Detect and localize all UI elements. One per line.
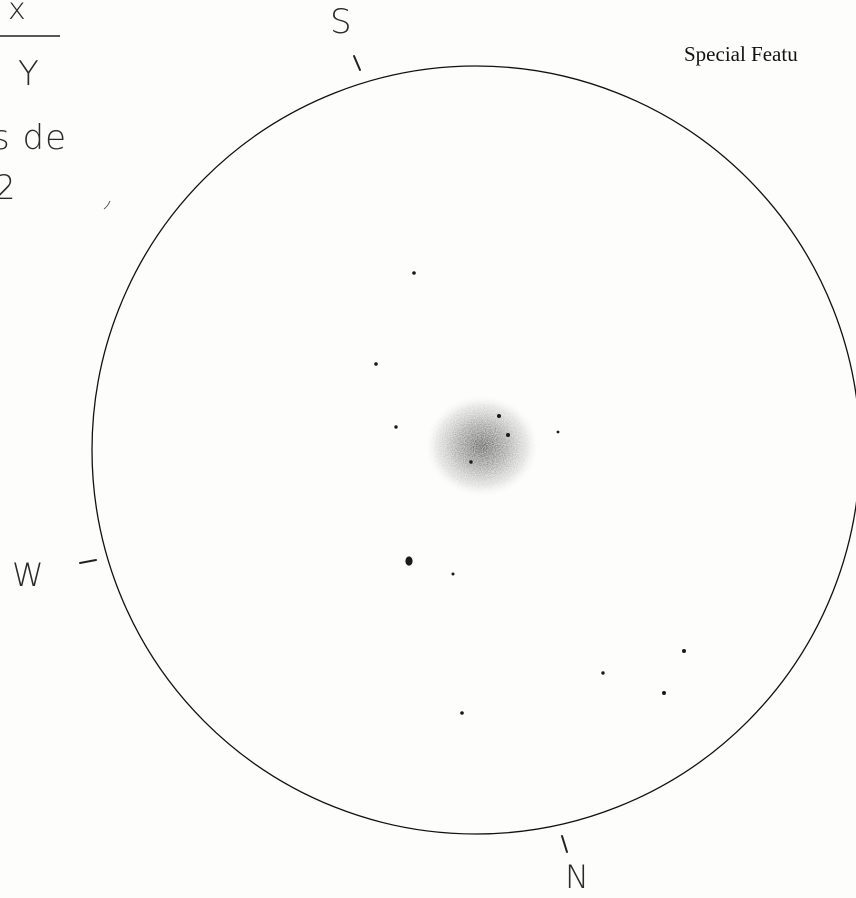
tick-north [561, 835, 568, 853]
star [556, 430, 560, 434]
star [451, 572, 455, 576]
star [394, 425, 398, 429]
nebula-glow [426, 396, 538, 496]
star [662, 691, 666, 695]
tick-west [79, 559, 97, 564]
compass-label-west: W [12, 556, 45, 594]
note-de: s de [0, 118, 68, 158]
star [601, 671, 605, 675]
star [682, 649, 686, 653]
star [469, 460, 473, 464]
star-field [374, 271, 686, 715]
star [497, 414, 501, 418]
star [460, 711, 464, 715]
special-features-heading: Special Featu [684, 42, 798, 66]
star [412, 271, 416, 275]
compass-label-north: N [565, 858, 590, 896]
bright-star [405, 556, 413, 566]
note-2: 2 [0, 168, 17, 208]
note-y: Y [18, 54, 40, 94]
star [374, 362, 378, 366]
note-x: x [8, 0, 27, 27]
compass-label-south: S [330, 2, 353, 42]
star [506, 433, 510, 437]
eyepiece-circle [91, 65, 856, 835]
stray-mark [103, 200, 111, 210]
tick-south [353, 55, 361, 71]
